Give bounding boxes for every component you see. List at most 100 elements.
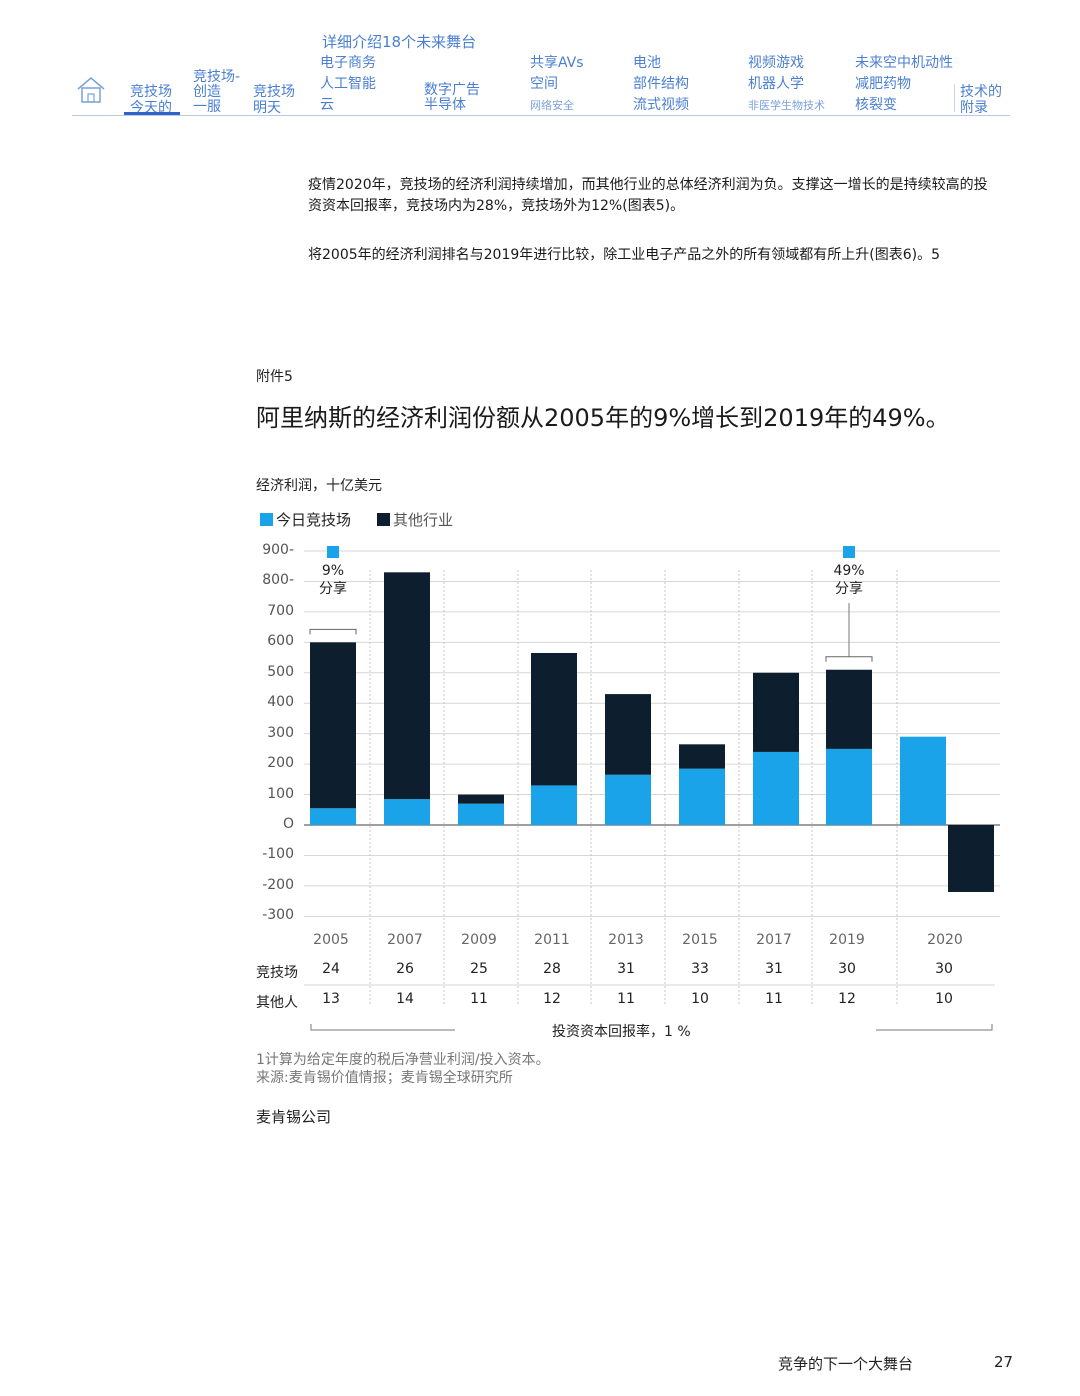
nav-link-cloud[interactable]: 云 (320, 97, 334, 113)
legend-label-others: 其他行业 (393, 511, 454, 529)
x-tick-label: 2020 (927, 932, 963, 948)
bar-others-2020 (948, 825, 994, 892)
body-paragraph-1: 疫情2020年，竞技场的经济利润持续增加，而其他行业的总体经济利润为负。支撑这一… (308, 177, 988, 214)
y-tick-label: 200 (267, 755, 294, 772)
nav-divider (954, 84, 955, 112)
x-tick-label: 2005 (313, 932, 349, 948)
page-number: 27 (994, 1353, 1014, 1371)
bar-arenas-2015 (679, 768, 725, 825)
share-percent-label: 49% (833, 563, 865, 579)
legend-label-arenas: 今日竞技场 (276, 511, 352, 529)
nav-link-biotech[interactable]: 非医学生物技术 (748, 99, 825, 112)
roic-bracket-left (310, 1024, 455, 1031)
nav-link-streaming[interactable]: 流式视频 (633, 97, 689, 113)
share-marker-2005 (327, 546, 339, 558)
nav-link-digital-ads[interactable]: 数字广告 (424, 82, 480, 98)
footer-title: 竞争的下一个大舞台 (778, 1355, 914, 1373)
share-text-label: 分享 (319, 581, 347, 597)
y-tick-label: 400 (267, 694, 294, 711)
nav-link-fission[interactable]: 核裂变 (855, 97, 897, 113)
bar-others-2007 (384, 572, 430, 800)
x-tick-label: 2013 (608, 932, 644, 948)
nav-link-ai[interactable]: 人工智能 (320, 76, 376, 92)
roic-row-label-arenas: 竞技场 (256, 965, 298, 981)
y-tick-label: 800- (262, 572, 294, 589)
legend-swatch-arenas (260, 513, 273, 526)
nav-link-air-mobility[interactable]: 未来空中机动性 (855, 55, 953, 71)
chart-title: 阿里纳斯的经济利润份额从2005年的9%增长到2019年的49%。 (256, 404, 950, 432)
nav-active-indicator (124, 112, 180, 115)
x-tick-label: 2007 (387, 932, 423, 948)
share-percent-label: 9% (321, 563, 345, 579)
nav-link-ecommerce[interactable]: 电子商务 (320, 55, 376, 71)
roic-caption: 投资资本回报率，1 % (552, 1024, 691, 1040)
nav-item-arena-creation[interactable]: 竞技场- 创造 一服 (193, 69, 241, 115)
roic-cell: 26 (396, 961, 414, 977)
nav-link-shared-avs[interactable]: 共享AVs (530, 55, 584, 71)
roic-cell: 11 (765, 991, 783, 1007)
x-tick-label: 2011 (534, 932, 570, 948)
x-tick-label: 2019 (829, 932, 865, 948)
top-navigation: 竞技场 今天的 竞技场- 创造 一服 竞技场 明天 详细介绍18个未来舞台 电子… (0, 0, 1080, 120)
chart-y-axis-label: 经济利润，十亿美元 (256, 478, 382, 494)
share-marker-2019 (843, 546, 855, 558)
x-tick-label: 2015 (682, 932, 718, 948)
bar-others-2017 (753, 672, 799, 752)
roic-cell: 14 (396, 991, 414, 1007)
nav-link-obesity-drugs[interactable]: 减肥药物 (855, 76, 911, 92)
nav-link-cybersecurity[interactable]: 网络安全 (530, 99, 574, 112)
legend-item-arenas: 今日竞技场 (260, 509, 351, 530)
roic-bracket-right (876, 1024, 993, 1031)
share-annotation-2019: 49% 分享 (819, 562, 879, 598)
home-icon[interactable] (76, 76, 106, 104)
y-tick-label: 500 (267, 663, 294, 680)
nav-link-video-games[interactable]: 视频游戏 (748, 55, 804, 71)
y-tick-label: 100 (267, 785, 294, 802)
roic-cell: 12 (838, 991, 856, 1007)
x-tick-label: 2017 (756, 932, 792, 948)
y-tick-label: O (282, 816, 294, 832)
bar-others-2005 (310, 642, 356, 809)
y-tick-label: -200 (262, 876, 294, 893)
bar-others-2009 (458, 794, 504, 804)
nav-section-header[interactable]: 详细介绍18个未来舞台 (322, 33, 477, 51)
bar-others-2019 (826, 669, 872, 749)
roic-cell: 31 (765, 961, 783, 977)
roic-cell: 33 (691, 961, 709, 977)
nav-link-appendix[interactable]: 技术的 附录 (960, 84, 1002, 116)
legend-item-others: 其他行业 (377, 509, 453, 530)
company-name: 麦肯锡公司 (256, 1108, 332, 1126)
nav-link-robotics[interactable]: 机器人学 (748, 76, 804, 92)
roic-cell: 28 (543, 961, 561, 977)
nav-link-structures[interactable]: 部件结构 (633, 76, 689, 92)
legend-swatch-others (377, 513, 390, 526)
nav-item-arenas-tomorrow[interactable]: 竞技场 明天 (253, 84, 295, 116)
bar-arenas-2011 (531, 785, 577, 825)
bar-arenas-2017 (753, 751, 799, 825)
y-tick-label: 300 (267, 724, 294, 741)
roic-cell: 10 (935, 991, 953, 1007)
nav-link-space[interactable]: 空间 (530, 76, 558, 92)
exhibit-label: 附件5 (256, 369, 293, 385)
nav-baseline (72, 115, 1010, 116)
nav-link-batteries[interactable]: 电池 (633, 55, 661, 71)
bar-others-2015 (679, 744, 725, 769)
bar-arenas-2005 (310, 808, 356, 825)
roic-cell: 12 (543, 991, 561, 1007)
roic-cell: 13 (322, 991, 340, 1007)
x-tick-label: 2009 (461, 932, 497, 948)
roic-cell: 30 (935, 961, 953, 977)
share-text-label: 分享 (835, 581, 863, 597)
y-tick-label: 600 (267, 633, 294, 650)
roic-cell: 11 (617, 991, 635, 1007)
nav-link-semiconductors[interactable]: 半导体 (424, 97, 466, 113)
bar-arenas-2013 (605, 774, 651, 825)
roic-cell: 31 (617, 961, 635, 977)
bar-others-2013 (605, 694, 651, 775)
footnote-1: 1计算为给定年度的税后净营业利润/投入资本。 (256, 1052, 550, 1068)
roic-cell: 11 (470, 991, 488, 1007)
roic-cell: 25 (470, 961, 488, 977)
roic-row-label-others: 其他人 (256, 995, 298, 1011)
share-bracket-2019 (825, 656, 873, 662)
